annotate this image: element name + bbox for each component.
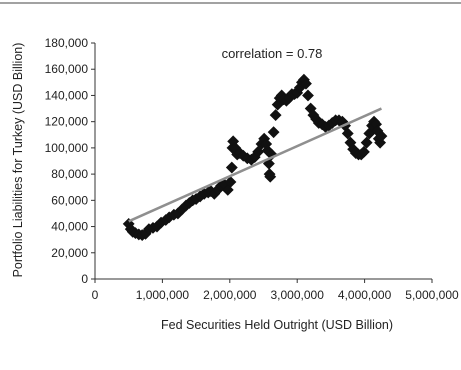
data-point bbox=[225, 161, 238, 174]
y-tick-label: 80,000 bbox=[51, 167, 88, 181]
y-tick-label: 180,000 bbox=[45, 36, 89, 50]
trendline-layer bbox=[128, 107, 382, 223]
y-tick-label: 20,000 bbox=[51, 246, 88, 260]
y-tick-label: 120,000 bbox=[45, 115, 89, 129]
y-tick-label: 60,000 bbox=[51, 193, 88, 207]
y-tick-label: 100,000 bbox=[45, 141, 89, 155]
data-point bbox=[224, 176, 237, 188]
data-point bbox=[360, 136, 373, 149]
correlation-annotation: correlation = 0.78 bbox=[222, 46, 323, 61]
y-tick-label: 0 bbox=[81, 272, 88, 286]
data-points bbox=[122, 73, 388, 242]
data-point bbox=[375, 130, 388, 143]
x-axis-title: Fed Securities Held Outright (USD Billio… bbox=[161, 318, 393, 332]
data-point bbox=[302, 89, 314, 102]
data-point bbox=[267, 126, 280, 139]
data-point bbox=[269, 109, 282, 122]
x-tick-label: 1,000,000 bbox=[136, 288, 190, 302]
data-point bbox=[264, 170, 277, 183]
data-point bbox=[300, 77, 312, 90]
y-axis-title: Portfolio Liabilities for Turkey (USD Bi… bbox=[11, 43, 25, 278]
y-tick-label: 40,000 bbox=[51, 220, 88, 234]
x-tick-label: 4,000,000 bbox=[338, 288, 392, 302]
trendline bbox=[128, 107, 382, 223]
data-point bbox=[358, 145, 370, 158]
tick-labels: 0 20,000 40,000 60,000 80,000 100,000 120,000 1… bbox=[45, 36, 459, 302]
y-tick-label: 160,000 bbox=[45, 62, 89, 76]
axes bbox=[91, 42, 433, 283]
data-point bbox=[341, 127, 354, 140]
x-tick-label: 0 bbox=[92, 288, 99, 302]
x-tick-label: 2,000,000 bbox=[203, 288, 257, 302]
x-tick-label: 3,000,000 bbox=[271, 288, 325, 302]
y-tick-label: 140,000 bbox=[45, 88, 89, 102]
x-tick-label: 5,000,000 bbox=[405, 288, 459, 302]
